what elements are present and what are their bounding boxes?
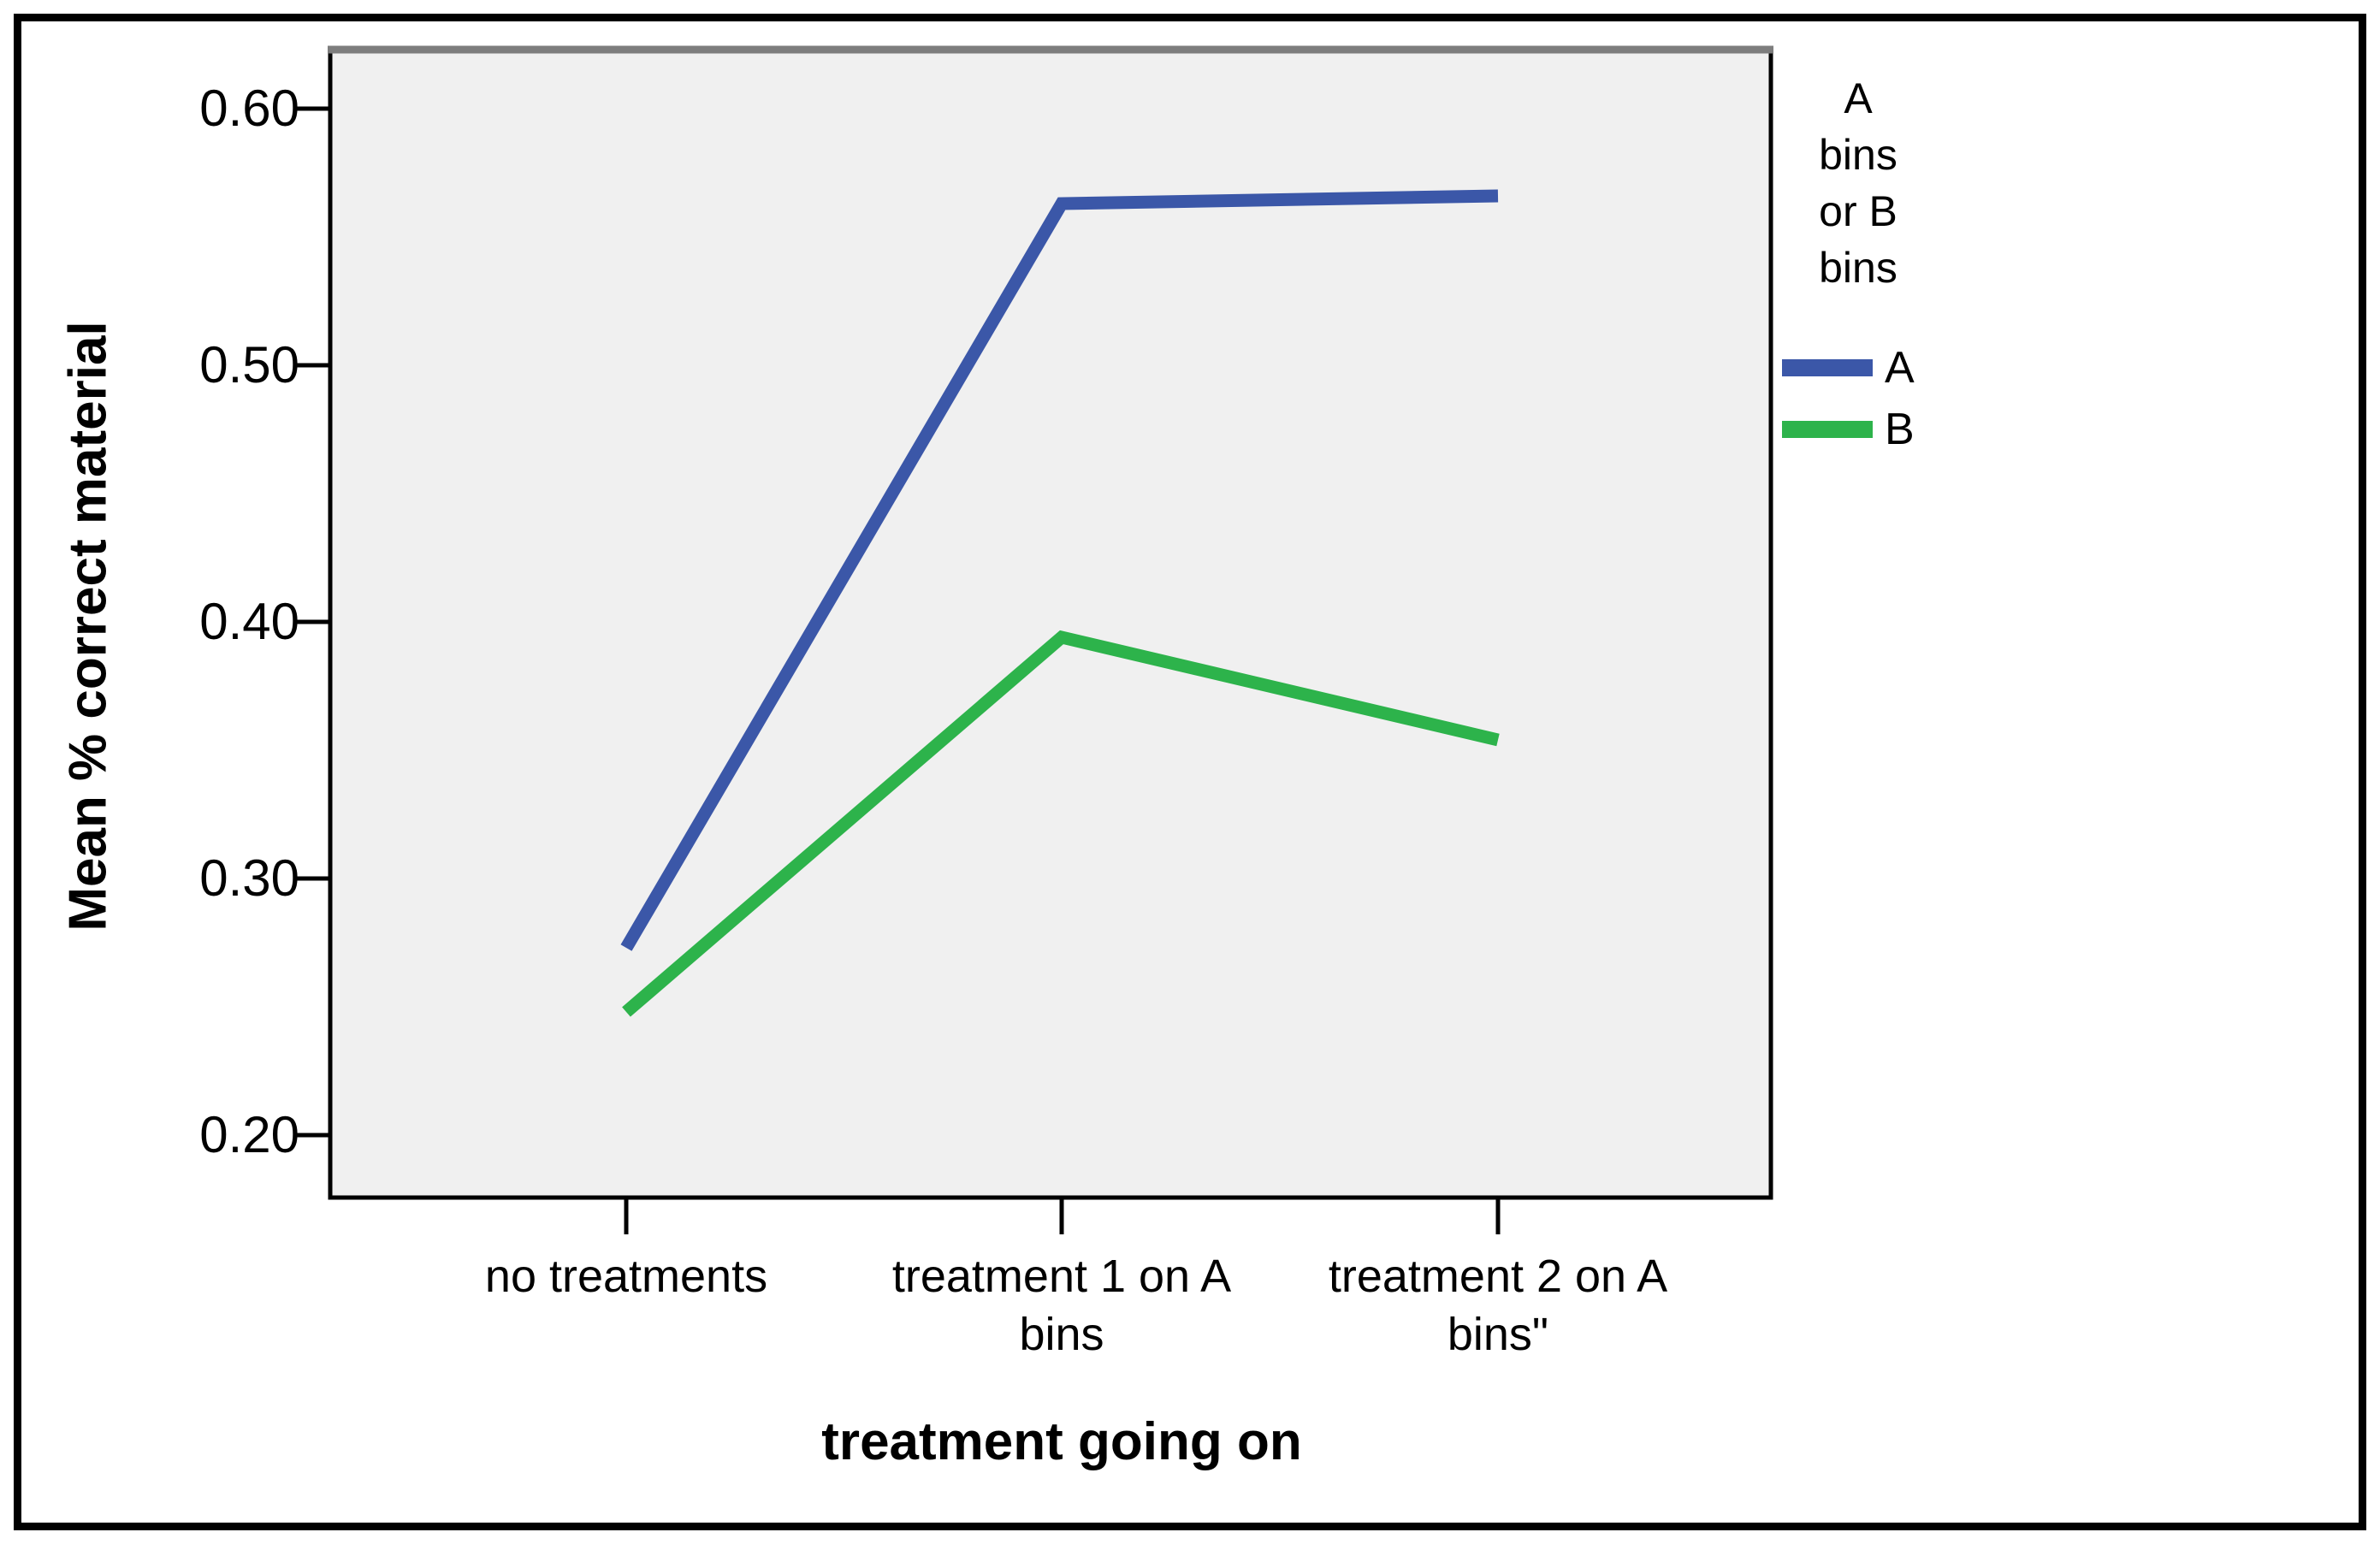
y-tick-label: 0.20 xyxy=(199,1106,299,1163)
x-tick-label: treatment 1 on A bins xyxy=(891,1251,1232,1360)
x-axis-title: treatment going on xyxy=(821,1412,1302,1471)
y-tick-label: 0.50 xyxy=(199,336,299,393)
y-tick-label: 0.40 xyxy=(199,593,299,650)
series-a-swatch xyxy=(1782,359,1873,376)
y-tick-label: 0.30 xyxy=(199,849,299,907)
series-line-b xyxy=(622,630,1500,1017)
figure-border xyxy=(14,14,2366,1530)
y-axis-title: Mean % correct material xyxy=(58,321,118,932)
plot-area xyxy=(330,49,1771,1198)
x-tick-label: no treatments xyxy=(484,1251,768,1302)
legend-entry-b: B xyxy=(1782,402,1915,457)
x-tick-label: treatment 2 on A bins" xyxy=(1328,1251,1668,1360)
series-b-label: B xyxy=(1885,405,1915,454)
series-a-label: A xyxy=(1885,343,1915,393)
legend-entry-a: A xyxy=(1782,340,1915,395)
y-tick-label: 0.60 xyxy=(199,80,299,137)
legend-title: A bins or B bins xyxy=(1819,74,1897,292)
series-line-a xyxy=(620,189,1499,951)
series-b-swatch xyxy=(1782,421,1873,438)
